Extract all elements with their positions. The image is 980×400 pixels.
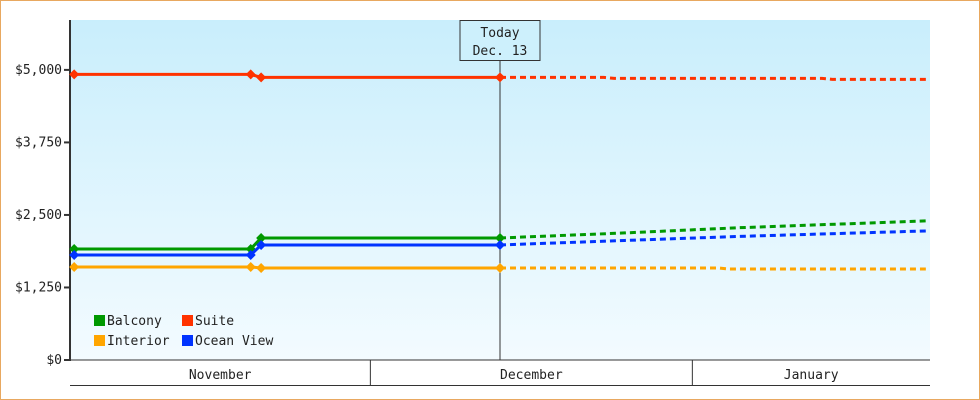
legend-swatch bbox=[182, 335, 193, 346]
suite-data-point bbox=[495, 72, 505, 83]
ocean-view-data-point bbox=[245, 249, 256, 260]
ocean-view-forecast-line bbox=[499, 229, 926, 247]
ocean-view-actual-line bbox=[74, 243, 500, 257]
suite-data-point bbox=[245, 69, 256, 80]
y-tick-label: $1,250 bbox=[15, 280, 62, 295]
x-month-label: December bbox=[500, 368, 563, 383]
legend-label: Balcony bbox=[107, 314, 162, 329]
interior-data-point bbox=[256, 262, 267, 273]
legend-label: Interior bbox=[107, 334, 170, 349]
x-month-label: January bbox=[784, 368, 839, 383]
balcony-actual-line bbox=[74, 236, 500, 251]
x-month-label: November bbox=[189, 368, 252, 383]
interior-actual-line bbox=[74, 265, 500, 270]
ocean-view-data-point bbox=[69, 249, 80, 260]
today-marker: Today Dec. 13 bbox=[459, 20, 541, 360]
today-label: Today bbox=[480, 26, 519, 41]
suite-data-point bbox=[256, 72, 267, 83]
interior-data-point bbox=[245, 261, 256, 272]
interior-data-point bbox=[69, 261, 80, 272]
balcony-data-point bbox=[256, 232, 267, 243]
suite-data-point bbox=[69, 69, 80, 80]
legend-swatch bbox=[94, 315, 105, 326]
suite-actual-line bbox=[74, 72, 500, 79]
legend-label: Suite bbox=[195, 314, 234, 329]
legend-swatch bbox=[182, 315, 193, 326]
legend-swatch bbox=[94, 335, 105, 346]
y-tick-label: $2,500 bbox=[15, 208, 62, 223]
series-lines bbox=[69, 69, 926, 273]
x-axis: November December January bbox=[70, 360, 930, 386]
balcony-data-point bbox=[69, 243, 80, 254]
ocean-view-data-point bbox=[495, 239, 505, 250]
legend: Balcony Suite Interior Ocean View bbox=[94, 314, 273, 349]
y-tick-label: $0 bbox=[46, 353, 62, 368]
y-tick-label: $5,000 bbox=[15, 63, 62, 78]
interior-data-point bbox=[495, 262, 505, 273]
today-box bbox=[459, 20, 541, 61]
balcony-data-point bbox=[495, 232, 505, 243]
legend-label: Ocean View bbox=[195, 334, 273, 349]
today-date: Dec. 13 bbox=[473, 44, 528, 59]
balcony-forecast-line bbox=[499, 219, 926, 240]
y-tick-label: $3,750 bbox=[15, 135, 62, 150]
interior-forecast-line bbox=[500, 266, 926, 271]
ocean-view-data-point bbox=[256, 239, 267, 250]
